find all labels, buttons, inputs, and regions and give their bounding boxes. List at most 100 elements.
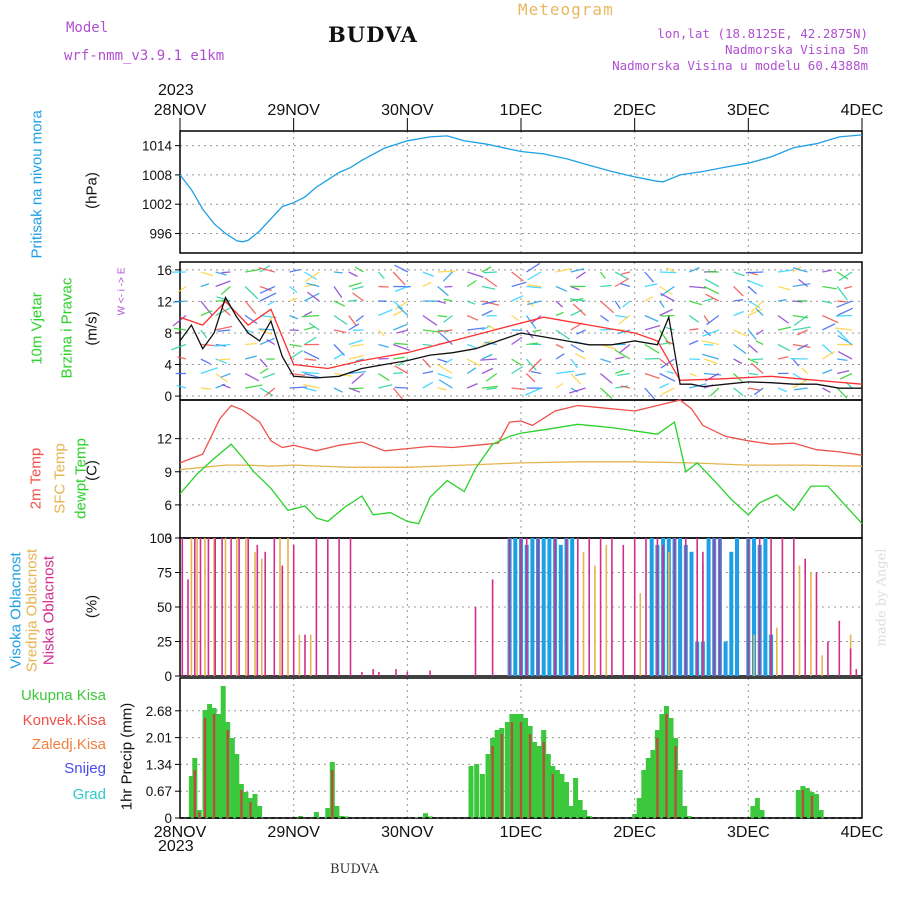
precip-total-bar [229,738,235,818]
precip-total-bar [313,812,319,818]
wind-arrow [703,285,720,295]
wind-arrow [393,356,405,360]
cloud-bar [261,558,263,676]
cloud-bar [696,538,698,676]
precip-total-bar [252,794,258,818]
wind-arrow [614,300,621,309]
pressure-line [179,134,863,243]
precip-total-bar [632,814,638,818]
precip-total-bar [338,816,344,818]
wind-arrow [214,343,231,347]
wind-arrow [570,285,580,291]
y-tick-label: 12 [157,294,172,309]
wind-arrow [755,340,764,346]
model-name: wrf-nmm_v3.9.1 e1km [64,48,225,64]
wind-arrow [792,358,800,367]
wind-arrow [170,343,187,351]
wind-arrow [267,300,276,306]
wind-arrow [333,271,343,274]
wind-arrow [746,279,764,288]
wind-arrow [486,314,497,317]
wind-arrow [439,332,453,345]
cloud-bar [361,671,363,676]
wind-arrow [443,314,453,323]
precip-total-bar [682,806,688,818]
wind-arrow [259,358,268,368]
wind-arrow [822,269,832,273]
precip-total-bar [677,770,683,818]
y-tick-label: 0 [164,669,172,684]
wind-arrow [526,262,541,273]
wind-arrow [688,340,699,346]
wind-arrow [572,303,587,316]
precip-label-4: Snijeg [64,760,106,777]
wind-arrow [665,267,675,273]
wind-arrow [486,387,497,390]
precip-total-bar [504,722,510,818]
wind-arrow [704,278,720,288]
wind-arrow [422,358,432,368]
wind-arrow [304,271,320,283]
wind-arrow [422,370,434,375]
wind-arrow [304,326,316,331]
wind-arrow [437,329,453,333]
cloud-bar [406,671,409,676]
wind-arrow [527,300,542,306]
cloud-bar [187,579,189,676]
wind-arrow [703,358,718,365]
wind-arrow [527,271,542,281]
wind-arrow [220,372,231,378]
precip-total-bar [243,792,249,818]
cloud-bar [224,538,227,676]
wind-arrow [393,372,403,375]
wind-arrow [644,372,660,380]
wind-arrow [215,280,231,288]
wind-arrow [466,358,481,367]
wind-arrow [659,300,665,308]
wind-arrow [467,327,485,331]
wind-arrow [259,329,273,335]
y-tick-label: 8 [164,326,172,341]
wind-arrow [821,344,834,355]
cloud-bar [292,544,295,676]
wind-arrow [748,358,759,364]
wind-arrow [703,329,711,337]
precip-conv-bar [198,812,201,818]
sfc-temp-line [179,461,863,471]
y-tick-label: 6 [164,498,172,513]
cloud-bar [849,648,852,676]
wind-arrow [618,343,631,354]
x-tick-label-top: 30NOV [381,102,434,119]
wind-arrow [836,271,849,280]
wind-arrow [822,368,833,375]
wind-arrow [600,358,612,363]
wind-arrow [289,285,298,293]
wind-arrow [308,322,320,331]
wind-arrow [303,350,320,360]
x-tick-label-bottom: 30NOV [381,824,434,841]
wind-arrow [836,387,848,399]
wind-arrow [481,367,494,375]
wind-arrow [258,267,275,273]
cloud-bar [247,538,249,676]
cloud-bar [577,538,579,676]
cloud-bar [656,538,659,676]
precip-total-bar [582,810,588,818]
wind-arrow [747,344,759,353]
precip-conv-bar [542,742,545,818]
cloud-bar [547,538,552,676]
wind-arrow [481,309,493,317]
lonlat-label: lon,lat (18.8125E, 42.2875N) [657,26,868,41]
wind-arrow [570,268,585,273]
precip-total-bar [427,816,433,818]
cloud-bar [230,538,232,676]
wind-arrow [422,314,438,326]
wind-arrow [555,285,568,292]
wind-arrow [777,326,792,331]
year-bottom: 2023 [158,838,194,855]
cloud-bar [429,670,431,676]
gust-line [179,300,863,385]
wind-arrow [659,285,673,296]
wind-arrow [511,366,523,375]
wind-arrow [617,329,631,335]
